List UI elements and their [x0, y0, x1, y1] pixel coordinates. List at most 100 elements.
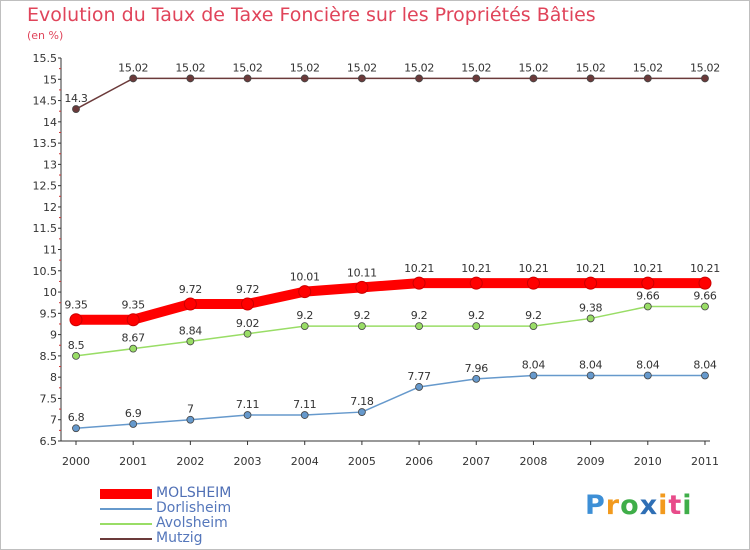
y-tick-label: 14.5 [33, 95, 58, 108]
data-label: 8.04 [579, 358, 603, 371]
data-point [126, 313, 140, 327]
legend-label: Dorlisheim [156, 500, 232, 516]
series-line-mutzig [75, 77, 706, 110]
data-label: 9.35 [64, 299, 88, 312]
x-tick-label: 2008 [519, 455, 547, 468]
legend-swatch [100, 508, 152, 510]
y-tick-label: 15 [43, 73, 57, 86]
data-point [186, 74, 195, 83]
data-label: 9.2 [411, 309, 428, 322]
data-label: 10.11 [347, 266, 377, 279]
x-tick-label: 2009 [577, 455, 605, 468]
data-label: 7 [187, 403, 194, 416]
x-tick-label: 2001 [119, 455, 147, 468]
data-point [643, 74, 652, 83]
data-label: 9.02 [236, 317, 259, 330]
data-point [415, 322, 423, 331]
data-labels: 14.3 15.02 15.02 15.02 15.02 15.02 15.02 15.02 1… [64, 61, 720, 424]
y-tick-label: 11.5 [33, 222, 58, 235]
logo-letter: o [620, 490, 640, 521]
logo-letter: t [668, 490, 683, 521]
data-label: 15.02 [461, 61, 491, 74]
data-label: 9.2 [296, 309, 313, 322]
data-label: 10.21 [461, 262, 491, 275]
y-tick-label: 14 [43, 116, 57, 129]
y-tick-label: 12 [43, 201, 57, 214]
data-point [526, 276, 540, 290]
data-label: 8.04 [522, 358, 546, 371]
data-point [129, 420, 138, 428]
legend: MOLSHEIM Dorlisheim Avolsheim Mutzig [100, 486, 400, 546]
logo-letter: i [658, 490, 669, 521]
data-label: 15.02 [118, 61, 148, 74]
data-point [72, 105, 80, 113]
data-point [586, 371, 595, 380]
data-label: 9.72 [236, 283, 259, 296]
x-tick-label: 2006 [405, 455, 433, 468]
y-tick-label: 11 [43, 244, 57, 257]
data-label: 9.66 [636, 290, 660, 303]
data-point [72, 424, 80, 433]
data-point [129, 74, 138, 83]
data-point [69, 313, 83, 327]
data-label: 15.02 [576, 61, 606, 74]
legend-item-mutzig[interactable]: Mutzig [100, 531, 400, 546]
data-label: 9.66 [693, 290, 717, 303]
y-tick-label: 9 [50, 329, 57, 342]
data-point [415, 74, 423, 83]
data-point [701, 302, 709, 311]
data-point [469, 276, 483, 290]
data-point [129, 344, 138, 353]
data-point [643, 371, 652, 380]
data-label: 8.67 [122, 332, 146, 345]
data-label: 9.35 [122, 299, 146, 312]
series-line-molsheim [71, 278, 710, 325]
data-label: 15.02 [518, 61, 548, 74]
data-label: 6.8 [68, 411, 85, 424]
data-label: 9.2 [354, 309, 371, 322]
data-point [701, 371, 709, 380]
data-label: 10.21 [404, 262, 434, 275]
x-tick-label: 2003 [234, 455, 262, 468]
y-tick-label: 13 [43, 158, 57, 171]
data-point [529, 74, 538, 83]
data-point [300, 74, 309, 83]
data-point [698, 276, 712, 290]
data-point [586, 314, 595, 323]
data-label: 8.5 [68, 339, 85, 352]
legend-label: Avolsheim [156, 515, 228, 531]
y-tick-label: 13.5 [33, 137, 58, 150]
data-point [243, 329, 252, 338]
data-point [357, 408, 366, 416]
legend-swatch [100, 523, 152, 525]
legend-label: MOLSHEIM [156, 485, 232, 501]
data-label: 9.2 [468, 309, 485, 322]
data-label: 8.04 [693, 358, 717, 371]
data-point [472, 374, 481, 383]
data-label: 7.77 [407, 370, 431, 383]
y-tick-label: 7.5 [40, 392, 58, 405]
axes: 6.5 7 7.5 8 8.5 9 9.5 10 10.5 11 11.5 12 12.5 13 13.5 1… [33, 52, 719, 468]
data-label: 7.96 [465, 362, 489, 375]
x-tick-label: 2011 [691, 455, 719, 468]
logo-letter: P [585, 490, 606, 521]
legend-item-dorlisheim[interactable]: Dorlisheim [100, 501, 400, 516]
data-label: 15.02 [175, 61, 205, 74]
y-tick-label: 8 [50, 371, 57, 384]
data-point [643, 302, 652, 311]
x-tick-label: 2007 [462, 455, 490, 468]
data-point [641, 276, 655, 290]
data-label: 9.2 [525, 309, 542, 322]
data-point [186, 337, 195, 346]
data-label: 7.11 [293, 398, 316, 411]
series-line-dorlisheim [75, 374, 706, 429]
data-point [300, 411, 309, 419]
data-label: 10.21 [633, 262, 663, 275]
data-point [357, 74, 366, 83]
data-point [355, 280, 369, 294]
chart-title: Evolution du Taux de Taxe Foncière sur l… [27, 4, 596, 26]
x-tick-label: 2004 [291, 455, 319, 468]
legend-item-avolsheim[interactable]: Avolsheim [100, 516, 400, 531]
legend-item-molsheim[interactable]: MOLSHEIM [100, 486, 400, 501]
